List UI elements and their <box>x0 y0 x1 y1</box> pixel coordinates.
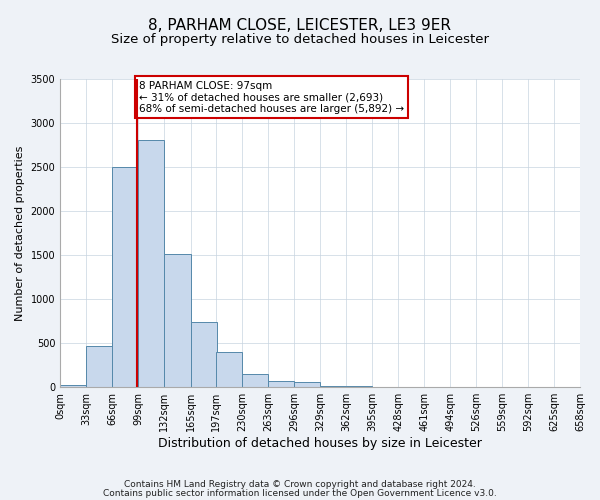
Bar <box>346 386 372 387</box>
Bar <box>216 352 242 387</box>
Y-axis label: Number of detached properties: Number of detached properties <box>15 146 25 321</box>
Bar <box>268 380 294 387</box>
Bar <box>112 167 139 387</box>
Bar <box>294 382 320 387</box>
Bar <box>164 254 191 387</box>
Text: Contains HM Land Registry data © Crown copyright and database right 2024.: Contains HM Land Registry data © Crown c… <box>124 480 476 489</box>
Bar <box>242 374 268 387</box>
Text: 8, PARHAM CLOSE, LEICESTER, LE3 9ER: 8, PARHAM CLOSE, LEICESTER, LE3 9ER <box>149 18 452 32</box>
Bar <box>320 386 346 387</box>
Text: Size of property relative to detached houses in Leicester: Size of property relative to detached ho… <box>111 32 489 46</box>
Text: Contains public sector information licensed under the Open Government Licence v3: Contains public sector information licen… <box>103 488 497 498</box>
Bar <box>86 346 112 387</box>
Bar <box>191 322 217 387</box>
X-axis label: Distribution of detached houses by size in Leicester: Distribution of detached houses by size … <box>158 437 482 450</box>
Bar <box>60 386 86 387</box>
Text: 8 PARHAM CLOSE: 97sqm
← 31% of detached houses are smaller (2,693)
68% of semi-d: 8 PARHAM CLOSE: 97sqm ← 31% of detached … <box>139 80 404 114</box>
Bar <box>139 140 164 387</box>
